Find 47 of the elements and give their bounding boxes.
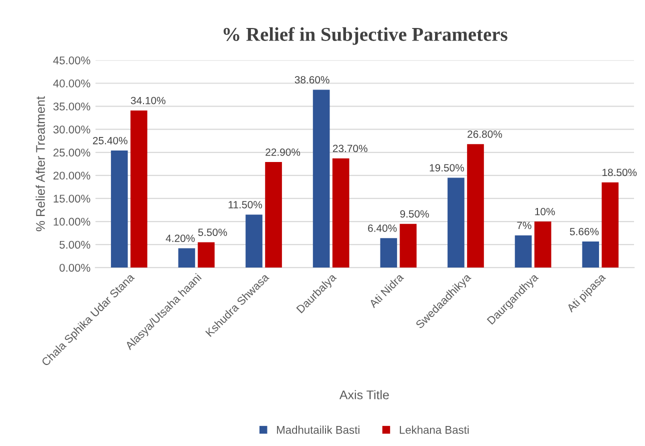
- data-label: 5.50%: [198, 228, 227, 236]
- y-tick-label: 45.00%: [53, 56, 90, 64]
- bar: [534, 222, 552, 268]
- x-axis-title: Axis Title: [339, 390, 389, 400]
- data-label: 18.50%: [602, 168, 637, 176]
- bar: [514, 235, 532, 268]
- data-label: 11.50%: [228, 201, 262, 208]
- bar: [246, 214, 262, 268]
- bar: [130, 110, 148, 268]
- data-label: 5.66%: [570, 228, 599, 236]
- bar: [602, 182, 619, 268]
- bar: [467, 144, 484, 268]
- y-axis-title: % Relief After Treatment: [36, 96, 45, 232]
- data-label: 4.20%: [166, 234, 195, 242]
- y-tick-label: 10.00%: [54, 218, 90, 226]
- chart-title: % Relief in Subjective Parameters: [224, 27, 508, 45]
- y-tick-label: 25.00%: [53, 148, 90, 157]
- y-tick-label: 35.00%: [53, 102, 90, 110]
- bar: [332, 158, 350, 268]
- bar: [178, 248, 196, 268]
- y-tick-label: 5.00%: [60, 240, 90, 249]
- y-tick-label: 30.00%: [53, 126, 90, 134]
- data-label: 7%: [517, 222, 532, 230]
- bar: [380, 238, 398, 268]
- data-label: 6.40%: [368, 224, 397, 232]
- bar: [198, 242, 215, 268]
- data-label: 19.50%: [430, 164, 464, 172]
- bar: [110, 150, 128, 268]
- data-label: 25.40%: [92, 136, 128, 144]
- data-label: 10%: [535, 208, 555, 216]
- data-label: 22.90%: [266, 148, 300, 156]
- data-label: 23.70%: [332, 144, 368, 152]
- legend-label: Lekhana Basti: [400, 426, 469, 434]
- y-tick-label: 20.00%: [53, 172, 90, 180]
- bar: [400, 224, 417, 268]
- bar: [265, 162, 282, 268]
- data-label: 9.50%: [400, 210, 429, 218]
- y-tick-label: 15.00%: [54, 194, 90, 203]
- data-label: 38.60%: [294, 76, 330, 84]
- bar: [312, 90, 330, 268]
- legend-label: Madhutailik Basti: [277, 426, 360, 434]
- y-tick-label: 40.00%: [53, 80, 90, 88]
- bar: [448, 178, 464, 268]
- data-label: 34.10%: [130, 96, 166, 104]
- y-tick-label: 0.00%: [60, 264, 90, 272]
- data-label: 26.80%: [468, 130, 502, 138]
- bar: [582, 242, 600, 268]
